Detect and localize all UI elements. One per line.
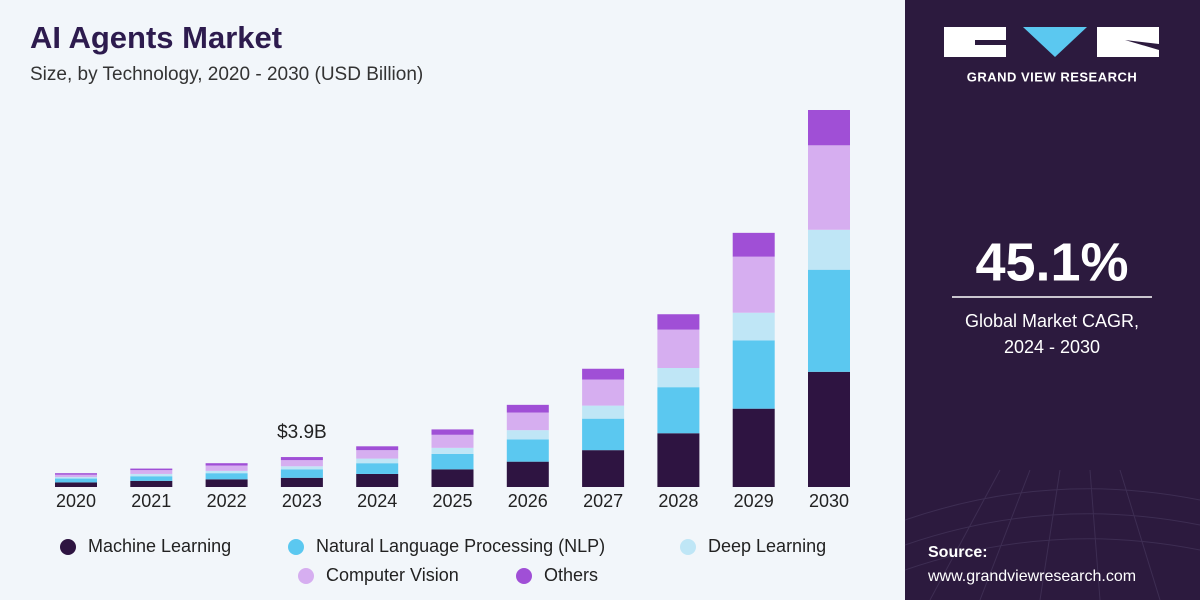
legend-label: Machine Learning (88, 536, 231, 556)
bar-segment (506, 412, 549, 431)
sidebar-grid (904, 469, 1200, 601)
logo (944, 27, 1159, 57)
bar-segment (130, 470, 173, 474)
bar-segment (55, 482, 97, 487)
bar-segment (130, 480, 173, 487)
bar-segment (582, 450, 625, 487)
bar-segment (732, 256, 775, 313)
bar-segment (657, 387, 700, 434)
x-tick-label: 2029 (734, 491, 774, 511)
bar-segment (205, 463, 248, 466)
legend-label: Others (544, 565, 598, 585)
bar-segment (431, 447, 474, 454)
bar-segment (280, 460, 323, 467)
bar-segment (431, 434, 474, 448)
x-tick-label: 2023 (282, 491, 322, 511)
legend-label: Computer Vision (326, 565, 459, 585)
bar-segment (431, 453, 474, 470)
bar-segment (431, 429, 474, 435)
bar-segment (657, 367, 700, 388)
bar-segment (280, 477, 323, 487)
bar-segment (732, 408, 775, 487)
legend-label: Natural Language Processing (NLP) (316, 536, 605, 556)
bar-segment (506, 430, 549, 440)
bar-segment (356, 446, 399, 451)
bar-segment (808, 269, 850, 372)
x-tick-label: 2022 (207, 491, 247, 511)
x-tick-label: 2026 (508, 491, 548, 511)
x-tick-label: 2025 (432, 491, 472, 511)
bar-segment (506, 461, 549, 487)
x-tick-label: 2027 (583, 491, 623, 511)
chart-title: AI Agents Market (30, 20, 282, 55)
bar-segment (657, 433, 700, 487)
bar-segment (732, 312, 775, 341)
bar-segment (582, 418, 625, 451)
chart-subtitle: Size, by Technology, 2020 - 2030 (USD Bi… (30, 64, 423, 85)
bar-segment (808, 110, 850, 146)
x-tick-label: 2021 (131, 491, 171, 511)
bar-segment (657, 329, 700, 368)
bar-segment (506, 439, 549, 462)
bar-segment (808, 145, 850, 230)
x-tick-label: 2030 (809, 491, 849, 511)
bar-segment (732, 232, 775, 257)
bar-segment (205, 470, 248, 474)
sidebar-background (905, 0, 1200, 600)
brand-name: GRAND VIEW RESEARCH (967, 69, 1138, 84)
bar-segment (55, 477, 97, 479)
bar-segment (280, 466, 323, 470)
legend-swatch (680, 539, 696, 555)
bar-segment (356, 458, 399, 464)
bar-segment (732, 340, 775, 409)
bar-segment (205, 465, 248, 471)
bar-segment (280, 469, 323, 478)
bar-segment (130, 468, 173, 471)
x-tick-label: 2028 (658, 491, 698, 511)
bar-segment (356, 450, 399, 459)
legend-swatch (60, 539, 76, 555)
bar-segment (582, 379, 625, 406)
source-label: Source: (928, 544, 988, 561)
cagr-label: 2024 - 2030 (1004, 337, 1100, 357)
logo-block (1097, 27, 1159, 57)
logo-triangle (1023, 27, 1087, 57)
x-tick-label: 2020 (56, 491, 96, 511)
bar-segment (55, 473, 97, 475)
bar-segment (506, 404, 549, 413)
bar-segment (130, 473, 173, 477)
source-url: www.grandviewresearch.com (927, 568, 1136, 585)
bar-segment (55, 478, 97, 483)
bar-segment (808, 371, 850, 487)
cagr-value: 45.1% (975, 232, 1128, 292)
bar-segment (205, 479, 248, 487)
legend-swatch (516, 568, 532, 584)
bar-segment (280, 457, 323, 461)
bar-segment (657, 314, 700, 330)
x-tick-label: 2024 (357, 491, 397, 511)
logo-cut (1125, 40, 1159, 50)
legend-swatch (298, 568, 314, 584)
bar-segment (808, 229, 850, 270)
bar-segment (356, 473, 399, 487)
bar-segment (356, 463, 399, 474)
bar-segment (130, 476, 173, 481)
logo-cut (975, 40, 1006, 45)
legend-label: Deep Learning (708, 536, 826, 556)
bar-segment (55, 474, 97, 478)
legend-swatch (288, 539, 304, 555)
cagr-label: Global Market CAGR, (965, 311, 1139, 331)
bar-segment (431, 469, 474, 487)
bar-segment (582, 405, 625, 419)
value-annotation: $3.9B (277, 422, 327, 443)
bar-segment (582, 368, 625, 380)
bar-segment (205, 473, 248, 480)
